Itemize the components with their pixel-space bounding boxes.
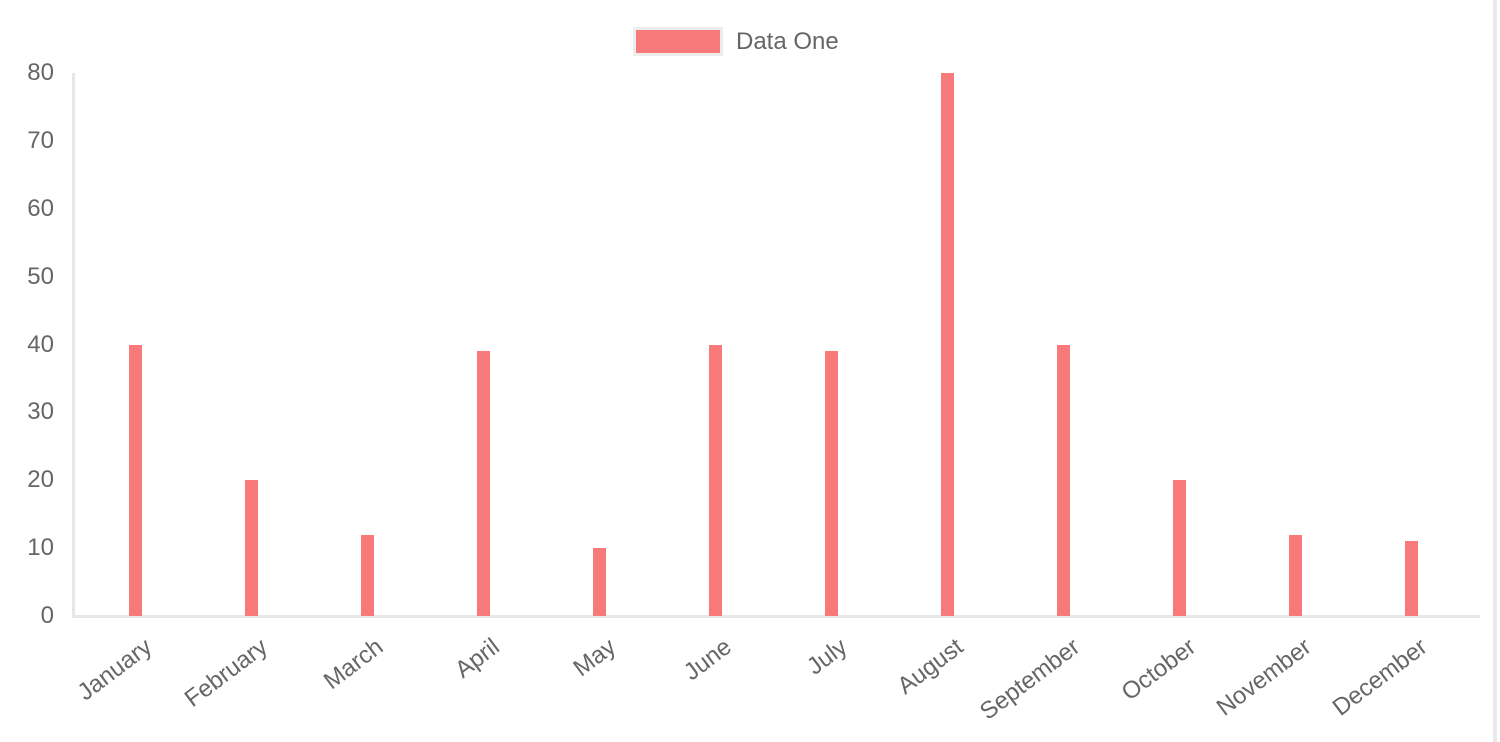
x-axis-label-january: January: [72, 633, 157, 707]
y-axis-label-30: 30: [27, 398, 54, 426]
x-axis-label-october: October: [1116, 633, 1201, 707]
y-axis-label-80: 80: [27, 59, 54, 86]
legend-color-swatch: [633, 27, 723, 56]
legend-label: Data One: [736, 28, 839, 55]
bar-june[interactable]: [708, 344, 722, 616]
x-axis-label-september: September: [974, 633, 1085, 726]
y-axis-label-20: 20: [27, 466, 54, 494]
y-axis-label-40: 40: [27, 330, 54, 358]
x-axis-label-february: February: [179, 633, 273, 713]
x-axis-label-april: April: [450, 633, 505, 684]
x-axis-line: [72, 615, 1480, 618]
x-axis-label-august: August: [892, 633, 969, 700]
bar-july[interactable]: [824, 351, 838, 616]
y-axis-label-10: 10: [27, 534, 54, 562]
x-axis-label-july: July: [802, 633, 853, 681]
x-axis-label-november: November: [1211, 633, 1317, 722]
bar-january[interactable]: [128, 344, 142, 616]
x-axis-label-may: May: [568, 633, 621, 683]
bar-february[interactable]: [244, 480, 258, 616]
bar-october[interactable]: [1172, 480, 1186, 616]
bar-march[interactable]: [360, 534, 374, 616]
y-axis-label-70: 70: [27, 126, 54, 154]
bar-april[interactable]: [476, 351, 490, 616]
page-right-edge-line: [1493, 0, 1497, 742]
bar-november[interactable]: [1288, 534, 1302, 616]
y-axis-line: [72, 73, 75, 618]
bar-august[interactable]: [940, 73, 954, 616]
bar-december[interactable]: [1404, 541, 1418, 616]
y-axis-label-0: 0: [40, 602, 54, 629]
bar-may[interactable]: [592, 548, 606, 616]
x-axis-label-march: March: [319, 633, 389, 695]
bar-september[interactable]: [1056, 344, 1070, 616]
y-axis-label-60: 60: [27, 194, 54, 222]
x-axis-label-december: December: [1327, 633, 1433, 722]
y-axis-label-50: 50: [27, 262, 54, 290]
legend-item-data-one[interactable]: Data One: [633, 27, 839, 56]
x-axis-label-june: June: [678, 633, 737, 687]
